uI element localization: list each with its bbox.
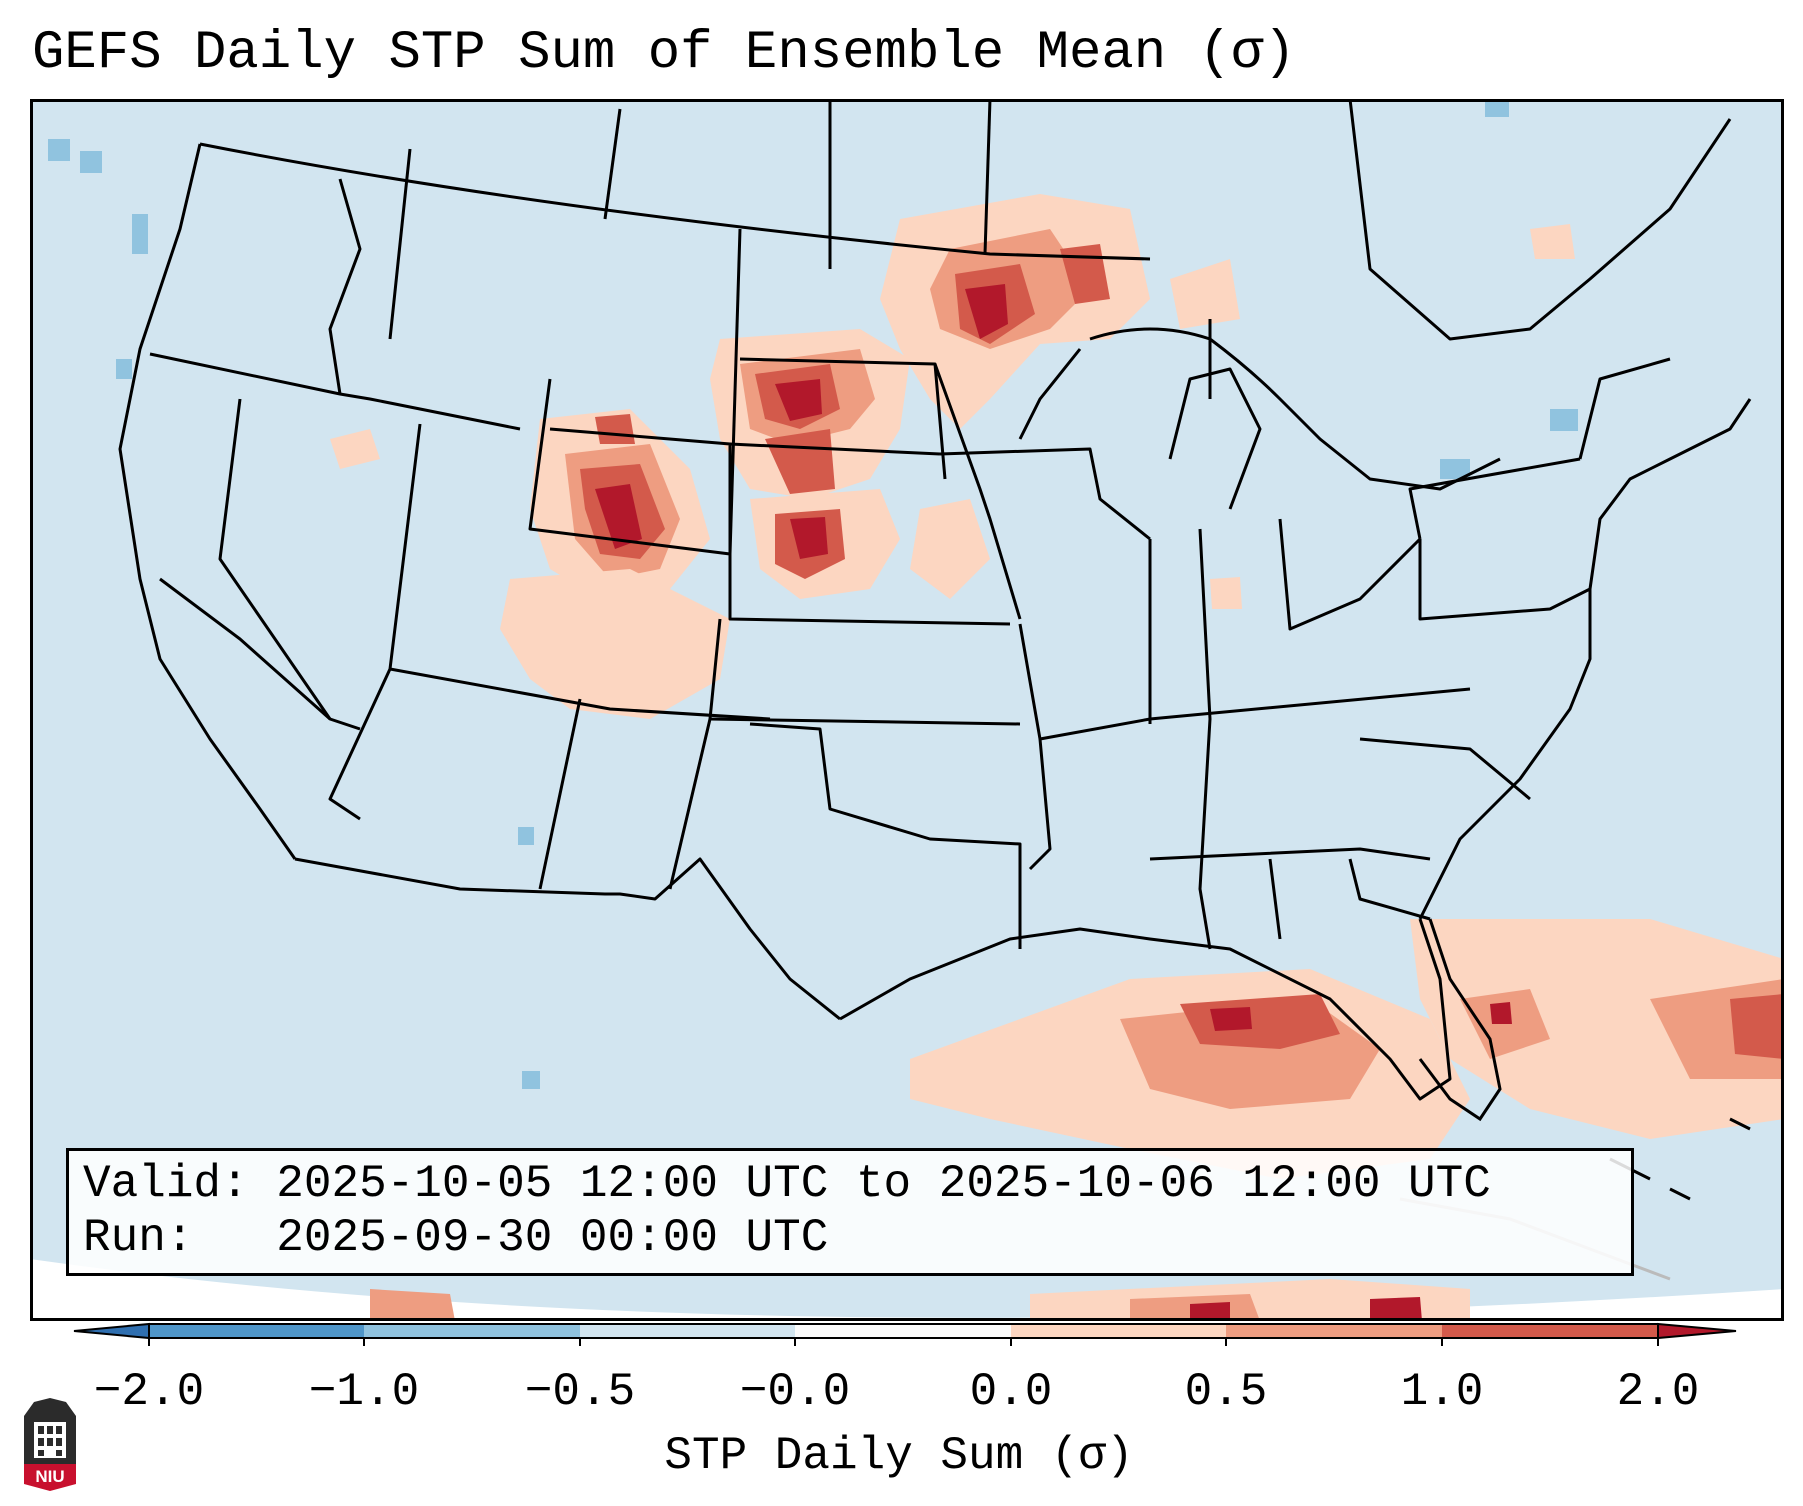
plot-title: GEFS Daily STP Sum of Ensemble Mean (σ)	[32, 23, 1296, 84]
colorbar-tick: −0.0	[739, 1366, 851, 1418]
stp-map	[30, 99, 1784, 1321]
logo-text: NIU	[35, 1467, 64, 1486]
colorbar-segment	[1011, 1324, 1226, 1338]
colorbar-extend-high	[1657, 1322, 1737, 1340]
colorbar-tick: 0.5	[1184, 1366, 1268, 1418]
colorbar-tick: 0.0	[969, 1366, 1053, 1418]
colorbar-segment	[795, 1324, 1011, 1338]
valid-label: Valid:	[83, 1158, 249, 1210]
colorbar-tick: −1.0	[308, 1366, 420, 1418]
run-value: 2025-09-30 00:00 UTC	[276, 1212, 829, 1264]
stp-shading-positive	[330, 194, 1784, 1321]
colorbar-tick: 1.0	[1400, 1366, 1484, 1418]
colorbar-segment	[364, 1324, 580, 1338]
colorbar-label: STP Daily Sum (σ)	[664, 1430, 1134, 1482]
stp-shading-negative	[48, 99, 1578, 1089]
colorbar	[73, 1322, 1737, 1346]
colorbar-segment	[1226, 1324, 1442, 1338]
colorbar-outline	[148, 1323, 1659, 1339]
projection-edge	[30, 1259, 1784, 1321]
valid-run-info-box: Valid: 2025-10-05 12:00 UTC to 2025-10-0…	[66, 1148, 1634, 1276]
state-borders	[118, 99, 1752, 1101]
colorbar-segment	[149, 1324, 364, 1338]
colorbar-extend-low	[73, 1322, 150, 1340]
niu-logo: NIU	[24, 1398, 76, 1491]
colorbar-tick: −2.0	[93, 1366, 205, 1418]
colorbar-tick: 2.0	[1616, 1366, 1700, 1418]
colorbar-segment	[1442, 1324, 1658, 1338]
colorbar-segment	[580, 1324, 795, 1338]
valid-value: 2025-10-05 12:00 UTC to 2025-10-06 12:00…	[276, 1158, 1491, 1210]
run-label: Run:	[83, 1212, 194, 1264]
colorbar-tick: −0.5	[524, 1366, 636, 1418]
